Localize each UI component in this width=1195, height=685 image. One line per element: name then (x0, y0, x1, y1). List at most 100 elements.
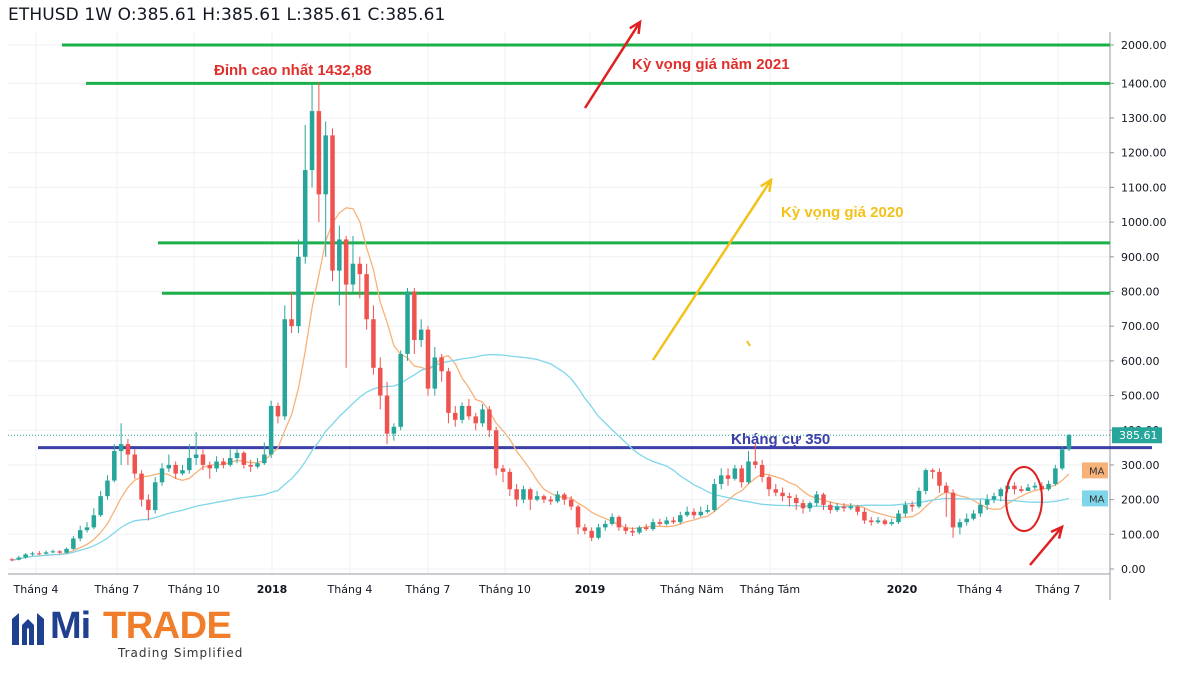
candle-body (316, 111, 322, 195)
candle-body (23, 554, 28, 558)
candle-body (357, 263, 363, 275)
candle-body (405, 291, 410, 354)
ma-badge (1082, 462, 1108, 479)
candle-body (493, 430, 499, 469)
candle-body (91, 515, 97, 528)
candle-body (1046, 484, 1051, 490)
y-tick-label: 1300.00 (1121, 112, 1167, 125)
candle-body (521, 489, 526, 500)
candle-body (507, 471, 513, 490)
candle-body (712, 484, 717, 511)
candle-body (800, 503, 806, 509)
candle-body (814, 494, 819, 504)
ath-label: Đỉnh cao nhất 1432,88 (214, 62, 372, 79)
candle-body (330, 135, 335, 271)
ma-fast-line (11, 207, 1070, 561)
candle-body (828, 504, 833, 511)
candle-body (57, 551, 62, 553)
x-tick-label: 2019 (575, 583, 606, 596)
candle-body (84, 527, 90, 531)
candle-body (678, 515, 683, 523)
candle-body (705, 510, 710, 512)
candle-body (787, 496, 792, 498)
annotations: Đỉnh cao nhất 1432,88 Kỳ vọng giá năm 20… (214, 19, 1064, 566)
candle-body (971, 513, 976, 519)
candle-body (1032, 485, 1038, 488)
y-tick-label: 200.00 (1121, 494, 1160, 507)
candle-body (337, 239, 342, 271)
candle-body (725, 475, 731, 479)
y-tick-label: 1200.00 (1121, 147, 1167, 160)
candle-body (562, 494, 567, 500)
candle-body (125, 444, 131, 455)
candle-body (698, 511, 704, 516)
candle-body (71, 538, 76, 549)
ma-slow-line (11, 354, 1070, 561)
candle-body (9, 559, 15, 561)
candle-body (473, 416, 478, 424)
candle-body (834, 506, 840, 511)
candle-body (875, 520, 881, 523)
candle-body (548, 499, 553, 502)
candle-body (16, 557, 22, 560)
candle-body (64, 548, 69, 553)
candle-body (903, 504, 908, 514)
candle-body (30, 553, 35, 555)
candle-body (616, 516, 622, 528)
candle-body (248, 464, 253, 467)
candle-body (323, 135, 328, 195)
chart-header: ETHUSD 1W O:385.61 H:385.61 L:385.61 C:3… (8, 5, 446, 25)
resistance-label: Kháng cự 350 (731, 431, 830, 448)
candle-body (964, 518, 969, 523)
x-tick-label: Tháng 10 (167, 583, 220, 596)
candle-body (807, 503, 813, 509)
y-tick-label: 800.00 (1121, 285, 1160, 298)
candle-body (582, 527, 588, 531)
candle-body (425, 329, 431, 389)
candle-body (1059, 449, 1065, 469)
logo-text-trade: TRADE (103, 605, 232, 647)
candle-body (841, 506, 847, 509)
candle-body (112, 451, 117, 481)
candle-body (718, 475, 724, 485)
candle-body (746, 461, 751, 483)
candle-body (671, 520, 676, 523)
candle-body (453, 412, 458, 420)
candle-body (882, 520, 888, 524)
arrow-2020-head (760, 177, 773, 193)
arrow-2021-head (629, 19, 642, 35)
candle-body (957, 522, 963, 528)
candle-body (657, 522, 663, 524)
candle-body (950, 492, 956, 528)
candle-body (418, 329, 424, 341)
candle-body (753, 461, 758, 465)
candle-body (446, 371, 451, 413)
candle-body (896, 513, 901, 523)
logo-text-mi: Mi (50, 605, 91, 647)
candle-body (643, 527, 649, 530)
candle-body (555, 494, 560, 502)
candle-body (998, 489, 1004, 497)
candle-body (514, 489, 519, 500)
candle-body (637, 527, 642, 533)
x-tick-label: Tháng Tám (739, 583, 800, 596)
candle-body (166, 464, 172, 469)
highlight-circle (1005, 466, 1043, 532)
candle-body (152, 482, 158, 511)
candle-body (978, 504, 983, 514)
y-tick-label: 2000.00 (1121, 39, 1167, 52)
candle-body (193, 454, 199, 458)
candle-body (105, 480, 110, 497)
candle-body (603, 523, 608, 528)
y-tick-label: 1000.00 (1121, 216, 1167, 229)
y-tick-label: 1400.00 (1121, 77, 1167, 90)
x-tick-label: 2020 (887, 583, 918, 596)
candle-body (296, 256, 301, 327)
last-price-label: 385.61 (1119, 429, 1158, 442)
ma-badge-label: MA (1089, 494, 1105, 505)
x-tick-label: Tháng 4 (13, 583, 59, 596)
candle-body (650, 522, 656, 530)
candle-body (862, 511, 867, 521)
candle-body (146, 499, 151, 511)
